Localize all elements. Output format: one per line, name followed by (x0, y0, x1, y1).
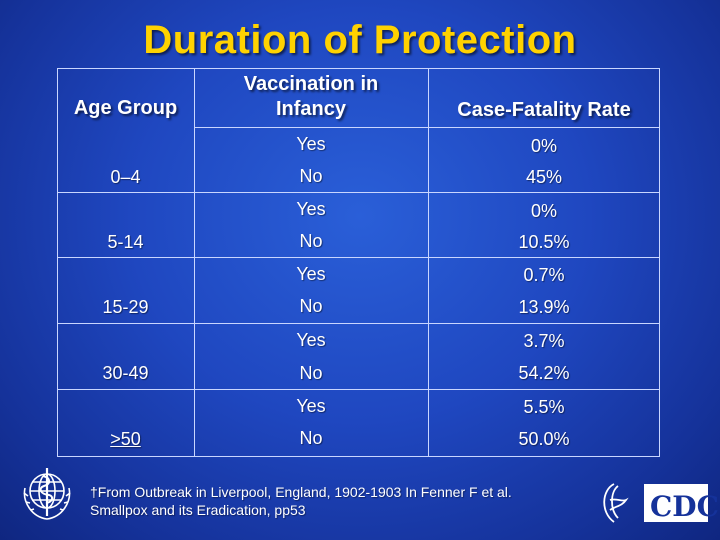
row-divider (57, 323, 660, 324)
who-emblem-icon (23, 468, 71, 520)
vaccinated-cell: Yes (296, 396, 326, 416)
row-divider (57, 389, 660, 390)
age-group-label: 30-49 (102, 363, 149, 383)
age-group-label: >50 (110, 429, 141, 449)
table-border (57, 68, 660, 457)
rate-cell: 10.5% (518, 232, 570, 252)
rate-cell: 5.5% (523, 397, 565, 417)
vaccinated-cell: Yes (296, 199, 326, 219)
vaccinated-cell: No (299, 231, 323, 251)
vaccinated-cell: No (299, 166, 323, 186)
rate-cell: 45% (525, 167, 563, 187)
column-divider (428, 68, 429, 457)
rate-cell: 54.2% (518, 363, 570, 383)
row-divider (57, 257, 660, 258)
rate-cell: 0% (530, 201, 557, 221)
rate-cell: 13.9% (518, 297, 570, 317)
row-divider (194, 127, 660, 128)
rate-cell: 3.7% (523, 331, 565, 351)
vaccinated-cell: Yes (296, 134, 326, 154)
rate-cell: 0% (530, 136, 557, 156)
age-group-label: 0–4 (110, 167, 141, 187)
age-group-label: 15-29 (102, 297, 149, 317)
header-case-fatality-rate: Case-Fatality Rate (457, 99, 631, 121)
footnote-line-1: †From Outbreak in Liverpool, England, 19… (90, 484, 512, 500)
vaccinated-cell: Yes (296, 330, 326, 350)
row-divider (57, 192, 660, 193)
footnote: †From Outbreak in Liverpool, England, 19… (90, 483, 512, 519)
cdc-logo-icon (603, 483, 708, 523)
slide-title: Duration of Protection (143, 18, 577, 62)
vaccinated-cell: No (299, 428, 323, 448)
column-divider (194, 68, 195, 457)
footnote-line-2: Smallpox and its Eradication, pp53 (90, 502, 306, 518)
header-age-group: Age Group (73, 97, 178, 119)
rate-cell: 0.7% (523, 265, 565, 285)
vaccinated-cell: No (299, 296, 323, 316)
cdc-logo-text: CDC (650, 490, 719, 523)
header-vaccination-line1: Vaccination in (243, 73, 379, 95)
rate-cell: 50.0% (518, 429, 570, 449)
header-vaccination-line2: Infancy (275, 98, 347, 120)
age-group-label: 5-14 (107, 232, 144, 252)
vaccinated-cell: Yes (296, 264, 326, 284)
vaccinated-cell: No (299, 363, 323, 383)
